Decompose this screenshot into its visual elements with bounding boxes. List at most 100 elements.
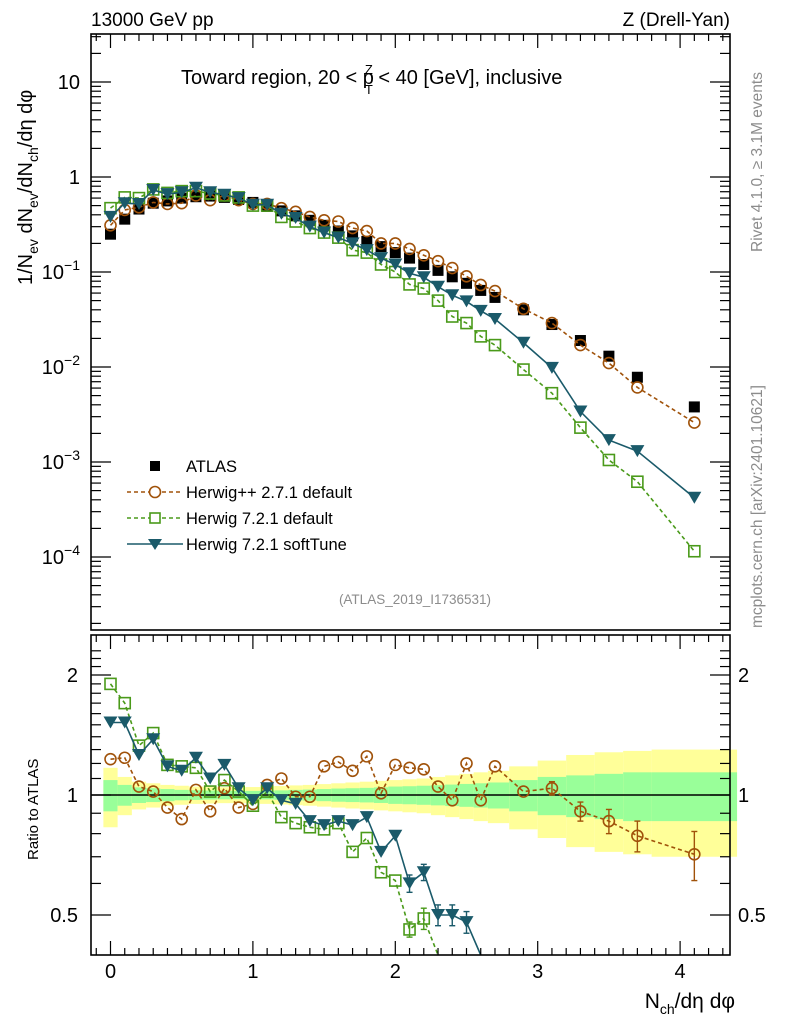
- series-herwigpp: [104, 189, 701, 429]
- ratio-ylabel: Ratio to ATLAS: [25, 759, 42, 860]
- data-point-atlas: [361, 235, 373, 247]
- data-point-softtune: [544, 361, 559, 374]
- ratio-point-softtune: [188, 751, 203, 764]
- data-point-herwigpp: [688, 416, 701, 429]
- data-point-softtune: [160, 188, 175, 201]
- ratio-point-herwigpp: [460, 757, 473, 770]
- data-point-atlas: [105, 228, 116, 240]
- ratio-y-tick-label-left: 1: [67, 785, 78, 807]
- legend: ATLAS Herwig++ 2.7.1 default Herwig 7.2.1 …: [127, 458, 352, 554]
- data-point-atlas: [688, 401, 700, 413]
- data-point-softtune: [473, 304, 488, 317]
- ratio-point-herwigpp: [317, 760, 331, 773]
- data-point-softtune: [117, 197, 132, 210]
- data-point-atlas: [389, 247, 401, 259]
- ratio-point-herwig721: [360, 831, 374, 845]
- data-point-atlas: [603, 350, 615, 362]
- ratio-point-softtune: [131, 748, 146, 761]
- ratio-point-herwig721: [203, 785, 217, 798]
- x-tick-label: 2: [390, 961, 401, 983]
- title-pre: Toward region, 20 < p: [181, 67, 374, 89]
- ratio-point-herwigpp: [488, 760, 502, 773]
- data-point-herwigpp: [346, 221, 359, 235]
- ratio-point-herwig721: [417, 912, 431, 925]
- data-point-softtune: [487, 313, 502, 326]
- ratio-point-softtune: [445, 909, 460, 921]
- main-y-tick-label: 10: [58, 72, 80, 94]
- ratio-point-herwigpp: [161, 801, 174, 814]
- data-point-herwigpp: [445, 261, 459, 275]
- ratio-point-softtune: [146, 733, 161, 746]
- analysis-id: (ATLAS_2019_I1736531): [339, 592, 491, 607]
- data-point-atlas: [446, 271, 458, 283]
- ratio-point-softtune: [302, 815, 317, 828]
- ylabel-part-d: /dη dφ: [15, 90, 37, 147]
- data-point-herwig721: [431, 294, 445, 307]
- x-tick-label: 4: [675, 961, 686, 983]
- ratio-series-herwig721: [104, 677, 439, 956]
- mcplots-label: mcplots.cern.ch [arXiv:2401.10621]: [749, 385, 766, 628]
- data-point-herwigpp: [574, 338, 587, 352]
- ratio-point-softtune: [117, 716, 132, 729]
- ratio-point-herwigpp: [517, 785, 530, 798]
- ratio-point-softtune: [359, 811, 374, 824]
- data-point-atlas: [461, 277, 472, 289]
- ratio-point-herwigpp: [388, 758, 402, 772]
- data-point-softtune: [459, 295, 474, 308]
- ratio-point-herwig721: [218, 773, 231, 787]
- data-point-atlas: [404, 252, 416, 264]
- ratio-point-herwigpp: [146, 785, 160, 798]
- data-point-herwigpp: [517, 302, 530, 316]
- ratio-y-tick-label-right: 0.5: [738, 905, 766, 927]
- main-y-tick-label: 1: [69, 167, 80, 189]
- ratio-point-herwigpp: [203, 805, 217, 818]
- data-point-atlas: [517, 304, 529, 316]
- legend-item-herwig721: Herwig 7.2.1 default: [127, 510, 333, 528]
- x-axis-label: Nch/dη dφ: [645, 990, 735, 1017]
- data-point-softtune: [516, 336, 531, 349]
- ratio-point-herwigpp: [602, 814, 616, 828]
- data-point-herwigpp: [403, 242, 416, 256]
- ratio-point-herwig721: [289, 816, 302, 830]
- ratio-point-softtune: [388, 829, 403, 842]
- title-sub: T: [365, 82, 373, 97]
- ratio-series-softtune: [103, 716, 482, 956]
- ratio-point-herwigpp: [132, 780, 146, 793]
- data-point-softtune: [302, 220, 317, 233]
- data-point-softtune: [103, 210, 118, 223]
- data-point-softtune: [217, 188, 232, 201]
- ratio-point-herwigpp: [688, 847, 701, 861]
- series-atlas: [105, 190, 700, 413]
- ratio-point-herwig721: [346, 845, 359, 859]
- ratio-point-herwigpp: [175, 812, 188, 826]
- title-sup: Z: [365, 62, 373, 77]
- ratio-y-tick-label-right: 2: [738, 665, 749, 687]
- data-point-softtune: [274, 207, 289, 220]
- legend-marker: [149, 512, 161, 524]
- data-point-atlas: [574, 335, 586, 347]
- data-point-herwig721: [574, 421, 587, 434]
- data-point-herwigpp: [545, 316, 559, 330]
- data-point-softtune: [260, 198, 275, 211]
- header-left: 13000 GeV pp: [91, 10, 214, 31]
- ratio-point-herwigpp: [189, 783, 203, 797]
- ratio-point-herwigpp: [275, 772, 288, 785]
- rivet-label: Rivet 4.1.0, ≥ 3.1M events: [749, 72, 766, 252]
- ylabel-sub-a: ev: [25, 239, 41, 254]
- data-point-softtune: [188, 181, 203, 194]
- main-panel-frame: [90, 33, 731, 631]
- data-point-softtune: [601, 434, 616, 447]
- ratio-point-softtune: [203, 772, 218, 785]
- data-point-softtune: [388, 258, 403, 271]
- data-point-herwigpp: [332, 215, 345, 228]
- main-y-tick-label: 10−2: [42, 352, 80, 379]
- ratio-point-softtune: [245, 794, 260, 807]
- ratio-point-herwigpp: [303, 790, 317, 804]
- ratio-point-softtune: [331, 815, 346, 828]
- ratio-y-tick-label-left: 2: [67, 665, 78, 687]
- band-inner-bin: [623, 772, 652, 822]
- data-point-herwigpp: [474, 278, 488, 292]
- main-title: Toward region, 20 < pZ T < 40 [GeV], incl…: [181, 62, 562, 97]
- ratio-point-herwig721: [403, 923, 416, 936]
